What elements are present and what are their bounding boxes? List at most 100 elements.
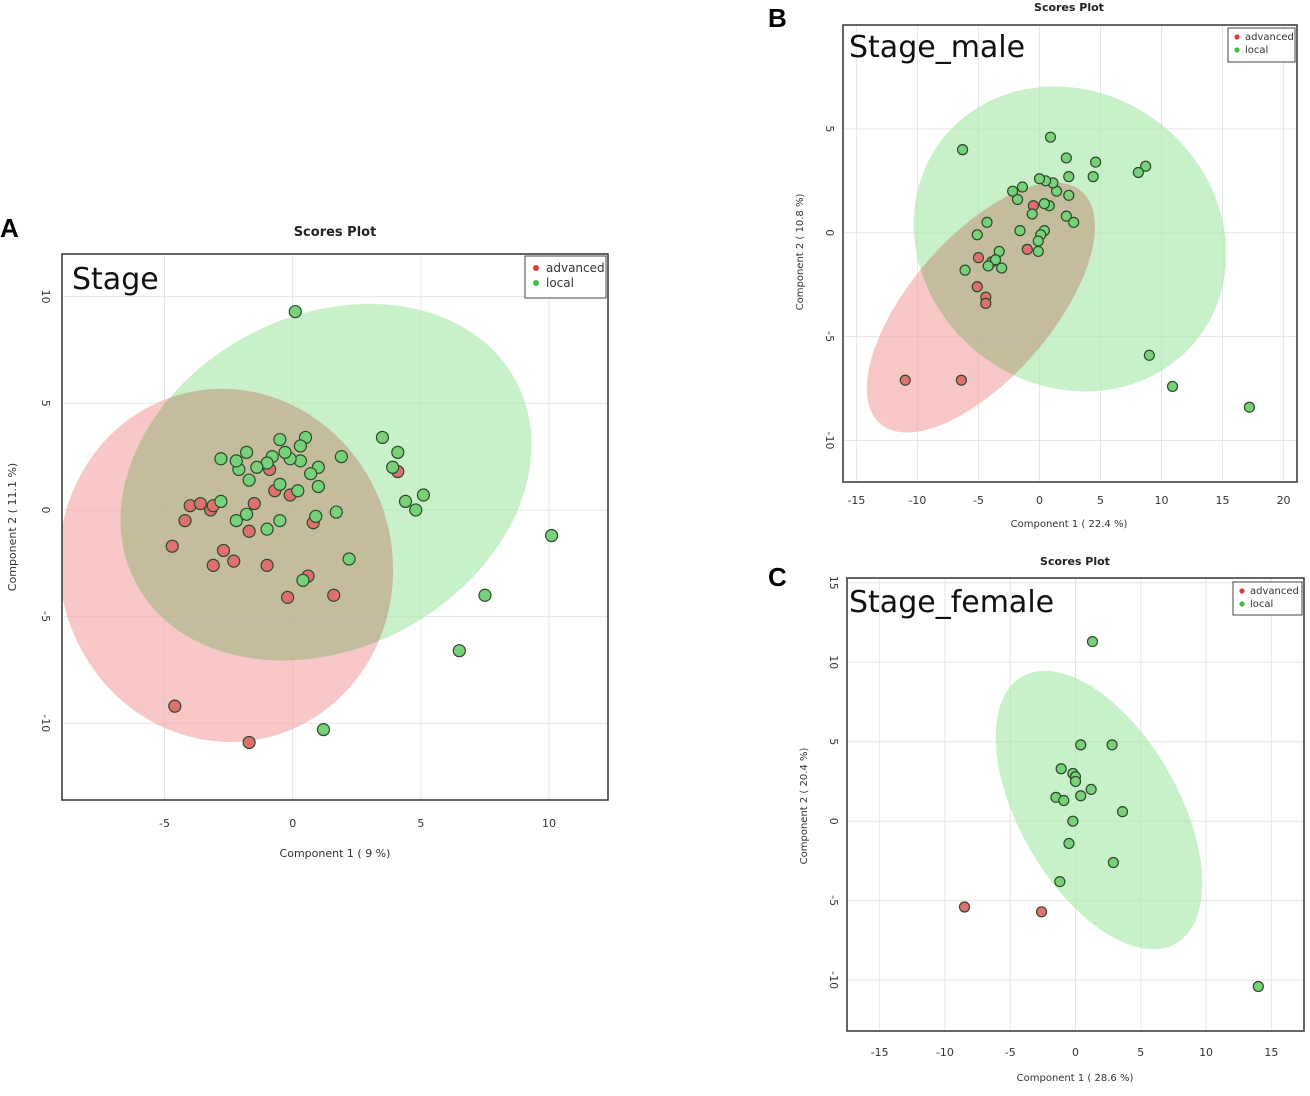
panel-c-ytick: 0 — [827, 818, 840, 825]
panel-b-point-local — [1132, 166, 1144, 179]
panel-b-point-local — [1166, 380, 1179, 393]
panel-b-points — [899, 131, 1256, 413]
panel-b-point-local — [982, 260, 994, 272]
panel-b-point-advanced — [980, 297, 992, 309]
panel-a-point-local — [452, 644, 466, 658]
panel-c-legend-advanced: advanced — [1250, 586, 1299, 597]
panel-b-letter: B — [768, 3, 787, 33]
panel-a-point-local — [288, 304, 302, 319]
panel-b-point-local — [1038, 198, 1050, 210]
panel-b-xtick: 10 — [1155, 494, 1169, 507]
panel-a-point-advanced — [216, 543, 231, 558]
panel-c-point-local — [1086, 635, 1099, 648]
panel-a-point-advanced — [206, 558, 220, 572]
panel-c-xtick: -15 — [871, 1046, 889, 1059]
panel-c-point-local — [1058, 794, 1070, 807]
panel-b-legend-local-marker — [1234, 47, 1240, 53]
panel-b-point-local — [1068, 216, 1080, 228]
panel-a-point-local — [386, 460, 400, 474]
panel-c: C Scores Plot Stage_female advanced loca… — [768, 555, 1305, 1084]
panel-a-point-local — [273, 432, 287, 447]
panel-b-legend-advanced-marker — [1234, 34, 1240, 40]
panel-a-ytick: 5 — [39, 400, 52, 407]
panel-a-point-local — [293, 439, 307, 453]
panel-b-point-local — [957, 144, 969, 156]
panel-a-point-local — [260, 522, 274, 536]
panel-a-point-advanced — [260, 558, 274, 572]
panel-a-point-local — [329, 505, 343, 519]
panel-a-xtick: 10 — [542, 817, 556, 830]
panel-b-point-local — [1243, 401, 1256, 413]
panel-a-xlabel: Component 1 ( 9 %) — [280, 847, 391, 860]
panel-b-point-advanced — [955, 374, 967, 386]
panel-b-point-local — [1087, 171, 1099, 183]
panel-a-xtick: 5 — [417, 817, 424, 830]
panel-c-point-advanced — [1035, 906, 1048, 918]
panel-c-xtick: 15 — [1264, 1046, 1278, 1059]
panel-a: A Scores Plot Stage advanced local -5 0 5 1… — [0, 213, 609, 860]
panel-c-point-local — [1107, 856, 1119, 869]
panel-b-point-local — [981, 216, 993, 228]
panel-a-point-local — [273, 514, 287, 528]
panel-a-point-local — [391, 445, 405, 459]
panel-b-xtick: -10 — [908, 494, 926, 507]
panel-b-point-local — [1090, 156, 1102, 168]
panel-c-point-local — [1106, 739, 1118, 751]
panel-a-point-advanced — [242, 735, 256, 750]
panel-b-point-local — [989, 254, 1002, 266]
panel-a-frame — [61, 253, 609, 801]
panel-a-legend: advanced local — [524, 255, 607, 299]
panel-b-point-local — [1060, 152, 1072, 164]
panel-a-point-local — [545, 528, 559, 543]
panel-b-point-local — [1032, 235, 1044, 247]
panel-c-xtick: -10 — [936, 1046, 954, 1059]
panel-c-points — [958, 635, 1264, 993]
panel-b-point-local — [1026, 208, 1038, 220]
panel-b-point-local — [1060, 210, 1072, 222]
panel-c-legend-local: local — [1250, 599, 1273, 610]
panel-a-point-local — [214, 494, 228, 509]
panel-a-point-local — [409, 503, 423, 517]
panel-b-point-local — [1007, 185, 1019, 197]
panel-a-point-advanced — [327, 588, 341, 602]
panel-a-title: Scores Plot — [294, 225, 377, 240]
panel-a-point-local — [229, 454, 243, 468]
panel-c-point-local — [1075, 739, 1087, 751]
panel-c-point-local — [1055, 763, 1067, 775]
panel-c-annotation: Stage_female — [849, 585, 1054, 620]
panel-a-point-advanced — [168, 699, 182, 713]
panel-b-xtick: 15 — [1216, 494, 1230, 507]
panel-b-ylabel: Component 2 ( 10.8 %) — [795, 194, 806, 311]
panel-b-point-advanced — [1021, 243, 1033, 255]
panel-b-point-local — [1011, 193, 1024, 206]
panel-b-legend: advanced local — [1227, 27, 1296, 63]
panel-a-point-advanced — [247, 496, 261, 511]
panel-b-ticks: -15 -10 -5 0 5 10 15 20 -10 -5 0 5 — [823, 125, 1291, 507]
panel-a-point-local — [250, 460, 264, 474]
panel-c-legend: advanced local — [1232, 581, 1303, 616]
panel-b-ytick: 5 — [823, 125, 836, 132]
panel-a-point-advanced — [165, 539, 179, 553]
panel-c-xtick: 5 — [1137, 1046, 1144, 1059]
panel-a-point-advanced — [193, 496, 208, 511]
panel-a-legend-local-marker — [533, 280, 539, 286]
panel-b-xtick: 20 — [1277, 494, 1291, 507]
panel-a-ellipse-local — [120, 303, 532, 661]
panel-b-point-local — [1063, 171, 1075, 183]
panel-a-point-local — [214, 452, 228, 466]
panel-a-ellipses — [62, 303, 532, 742]
panel-a-ticks: -5 0 5 10 -10 -5 0 5 10 — [39, 290, 556, 830]
panel-c-point-local — [1116, 806, 1129, 818]
panel-c-ellipses — [995, 670, 1203, 950]
panel-b-point-local — [1033, 173, 1046, 185]
panel-c-xtick: 0 — [1072, 1046, 1079, 1059]
panel-c-point-advanced — [958, 901, 971, 913]
panel-c-point-local — [1085, 783, 1097, 796]
panel-a-point-local — [291, 484, 305, 498]
panel-a-point-local — [398, 494, 413, 509]
panel-b-ytick: -10 — [823, 431, 836, 449]
panel-c-ticks: -15 -10 -5 0 5 10 15 -10 -5 0 5 10 15 — [827, 576, 1278, 1059]
panel-a-point-local — [316, 723, 331, 737]
panel-c-ytick: 15 — [827, 576, 840, 590]
panel-b-ytick: 0 — [823, 229, 836, 236]
